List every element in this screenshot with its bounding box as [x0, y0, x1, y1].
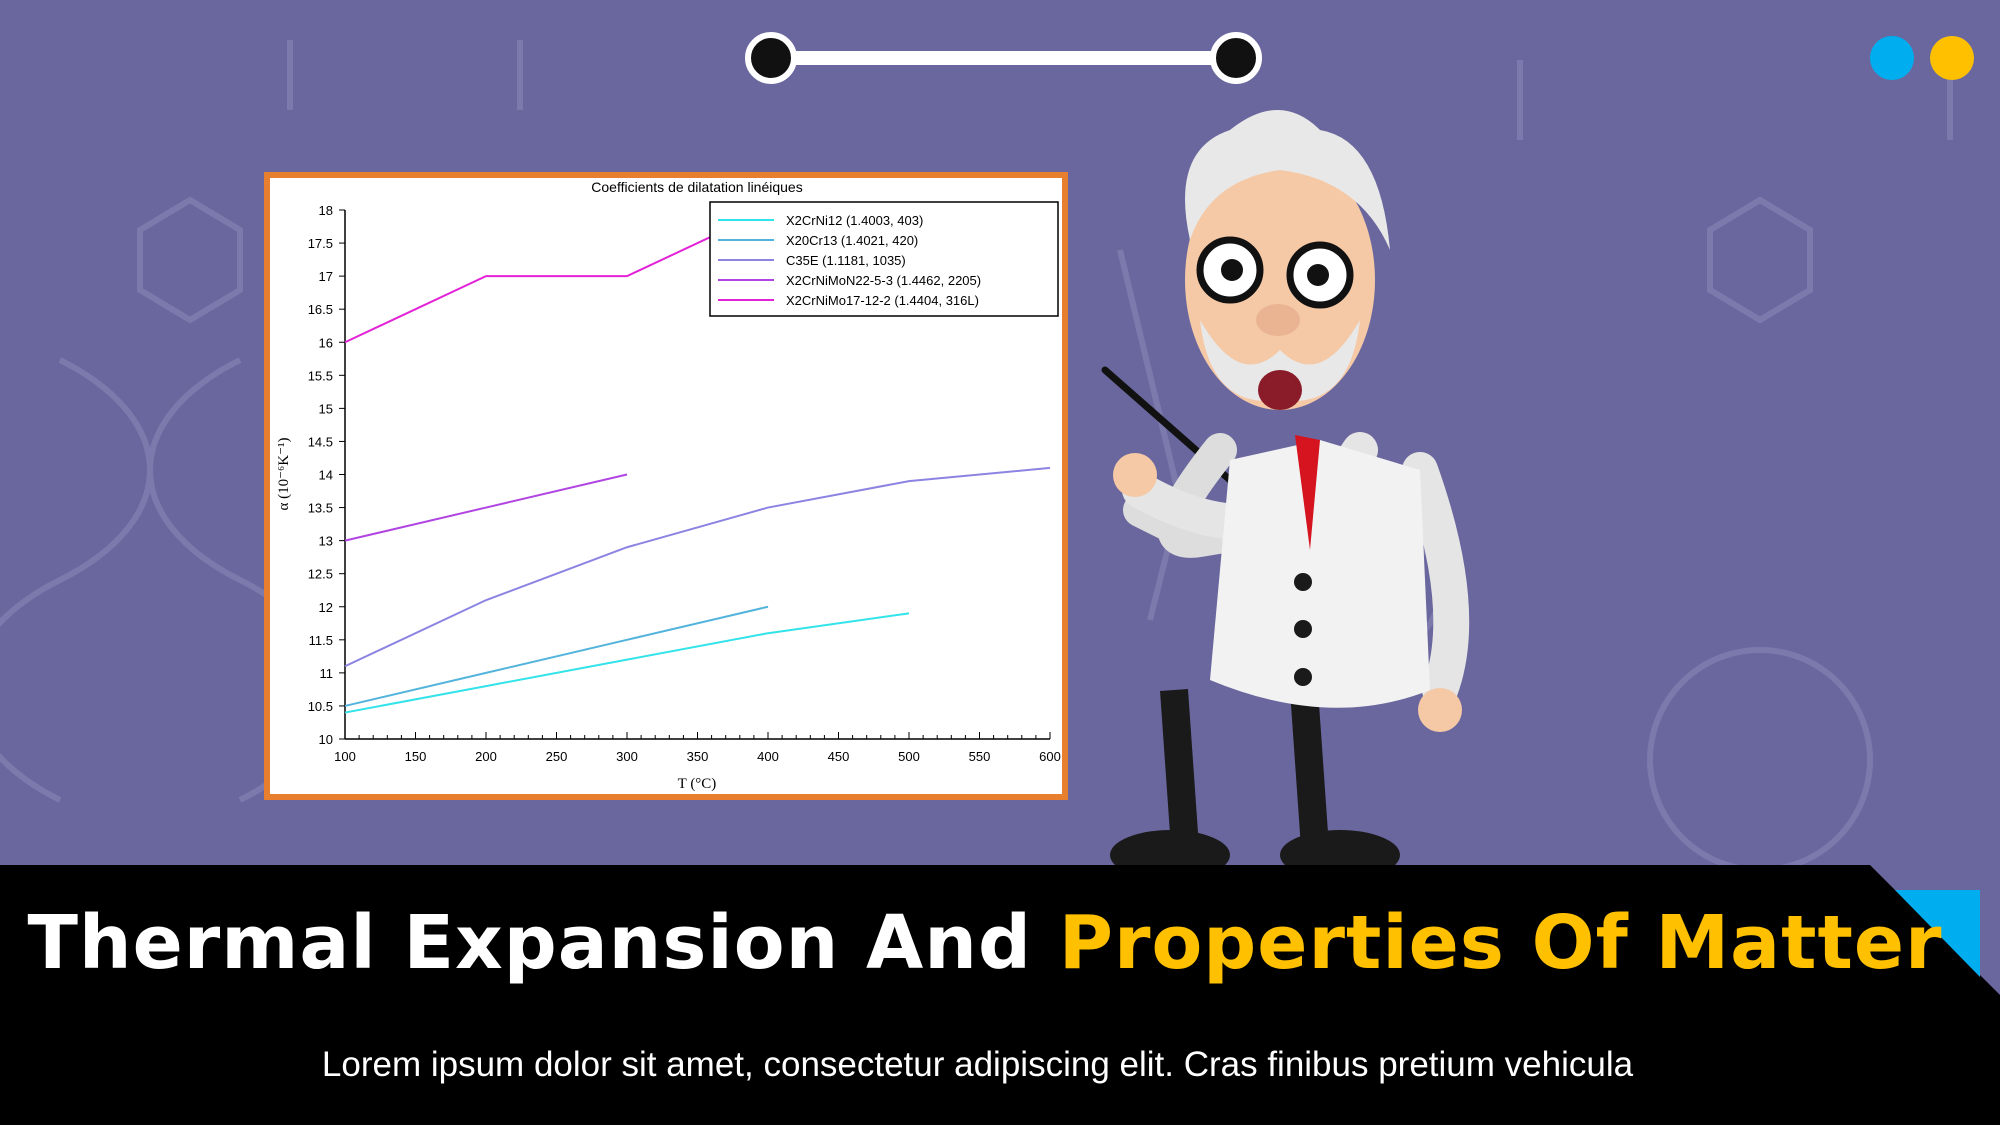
slider-handle-start[interactable] — [745, 32, 797, 84]
line-chart: Coefficients de dilatation linéiques T (… — [276, 179, 1061, 792]
slide-title: Thermal Expansion And Properties Of Matt… — [0, 900, 1970, 986]
title-part-highlight: Properties Of Matter — [1058, 900, 1943, 986]
progress-slider[interactable] — [745, 32, 1262, 84]
y-tick-label: 12.5 — [308, 567, 333, 582]
chart-title: Coefficients de dilatation linéiques — [591, 179, 802, 195]
y-tick-label: 16.5 — [308, 302, 333, 317]
blue-corner-triangle — [1895, 890, 1980, 977]
y-tick-label: 12 — [319, 600, 333, 615]
x-tick-label: 400 — [757, 749, 779, 764]
y-tick-label: 18 — [319, 203, 333, 218]
y-tick-label: 15 — [319, 401, 333, 416]
x-axis-label: T (°C) — [678, 776, 717, 792]
x-tick-label: 500 — [898, 749, 920, 764]
y-tick-label: 11.5 — [309, 633, 333, 648]
y-tick-label: 14 — [319, 468, 333, 483]
x-tick-label: 600 — [1039, 749, 1061, 764]
x-tick-label: 450 — [828, 749, 850, 764]
x-tick-label: 550 — [969, 749, 991, 764]
y-tick-label: 13 — [319, 534, 333, 549]
yellow-dot-decoration — [1930, 36, 1974, 80]
y-tick-label: 10 — [319, 732, 333, 747]
slider-track[interactable] — [765, 51, 1242, 65]
y-axis-label: α (10⁻⁶K⁻¹) — [276, 438, 292, 511]
y-tick-label: 17.5 — [308, 236, 333, 251]
x-tick-label: 350 — [687, 749, 709, 764]
y-tick-label: 16 — [319, 335, 333, 350]
series-line — [344, 612, 910, 714]
legend-label: X2CrNiMo17-12-2 (1.4404, 316L) — [786, 293, 979, 308]
y-tick-label: 17 — [319, 269, 333, 284]
y-tick-label: 14.5 — [308, 434, 333, 449]
title-part-white: Thermal Expansion And — [27, 900, 1059, 986]
series-line — [344, 605, 769, 707]
professor-illustration — [1101, 110, 1470, 880]
y-tick-label: 10.5 — [308, 699, 333, 714]
series-line — [344, 473, 628, 542]
x-tick-label: 300 — [616, 749, 638, 764]
x-tick-label: 250 — [546, 749, 568, 764]
title-band — [0, 865, 2000, 1125]
blue-dot-decoration — [1870, 36, 1914, 80]
y-tick-label: 15.5 — [308, 368, 333, 383]
x-tick-label: 200 — [475, 749, 497, 764]
legend-label: X20Cr13 (1.4021, 420) — [786, 233, 918, 248]
slide-subtitle: Lorem ipsum dolor sit amet, consectetur … — [321, 1045, 1634, 1084]
legend-label: C35E (1.1181, 1035) — [786, 253, 906, 268]
series-line — [344, 466, 1051, 668]
y-tick-label: 11 — [320, 666, 334, 681]
chart-frame: Coefficients de dilatation linéiques T (… — [264, 172, 1068, 800]
legend-label: X2CrNiMoN22-5-3 (1.4462, 2205) — [786, 273, 981, 288]
legend-label: X2CrNi12 (1.4003, 403) — [786, 213, 923, 228]
slider-handle-end[interactable] — [1210, 32, 1262, 84]
x-tick-label: 150 — [405, 749, 427, 764]
x-tick-label: 100 — [334, 749, 356, 764]
y-tick-label: 13.5 — [308, 501, 333, 516]
